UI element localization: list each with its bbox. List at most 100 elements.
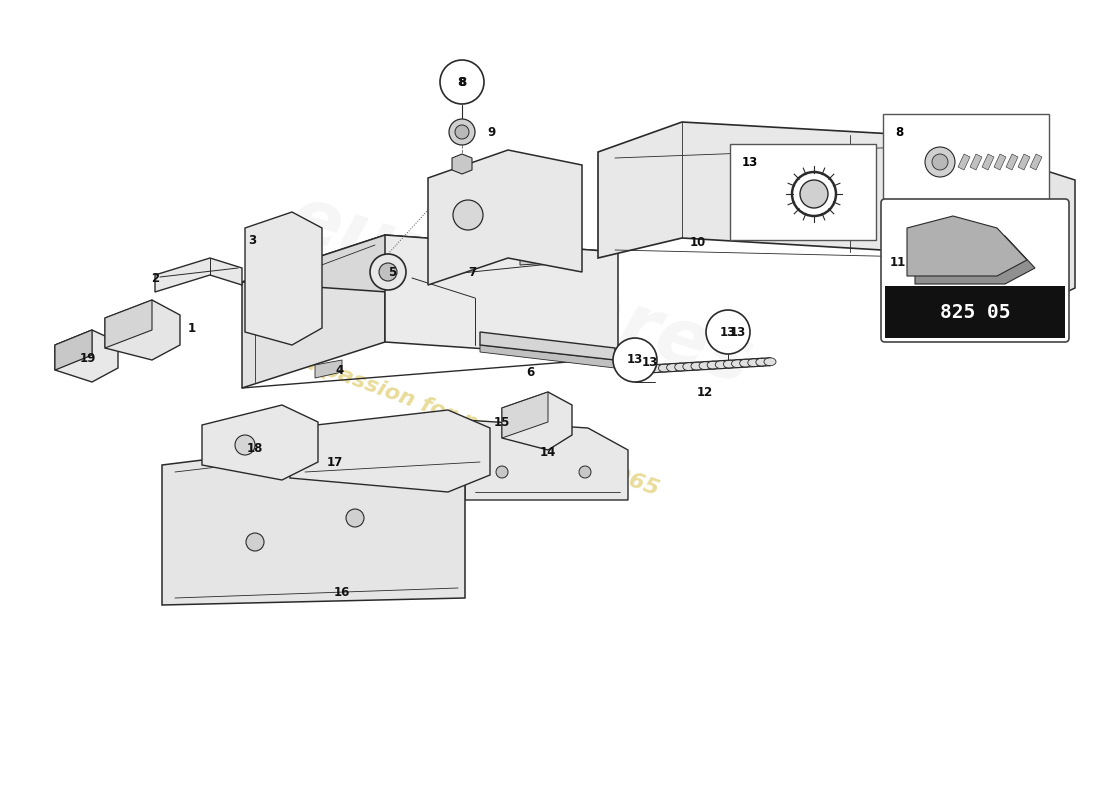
Polygon shape: [385, 235, 618, 358]
Polygon shape: [1030, 154, 1042, 170]
Ellipse shape: [642, 365, 654, 373]
Text: eurospares: eurospares: [279, 180, 761, 400]
Polygon shape: [965, 138, 1012, 265]
Circle shape: [706, 310, 750, 354]
Ellipse shape: [683, 362, 695, 370]
Polygon shape: [958, 154, 970, 170]
Polygon shape: [202, 405, 318, 480]
Polygon shape: [982, 154, 994, 170]
Ellipse shape: [748, 358, 760, 366]
Polygon shape: [162, 435, 465, 605]
Ellipse shape: [626, 366, 638, 374]
Text: 19: 19: [80, 351, 96, 365]
Text: 12: 12: [697, 386, 713, 398]
Polygon shape: [968, 165, 1075, 310]
Circle shape: [453, 200, 483, 230]
Text: 1: 1: [188, 322, 196, 334]
Text: 13: 13: [719, 326, 736, 338]
Ellipse shape: [674, 363, 686, 371]
Ellipse shape: [715, 361, 727, 369]
Text: 16: 16: [333, 586, 350, 598]
Polygon shape: [970, 154, 982, 170]
Text: a passion for parts since 1965: a passion for parts since 1965: [299, 351, 661, 499]
Ellipse shape: [739, 359, 751, 367]
Polygon shape: [465, 420, 628, 500]
Polygon shape: [480, 332, 615, 360]
Polygon shape: [55, 330, 92, 370]
FancyBboxPatch shape: [730, 144, 876, 240]
Polygon shape: [315, 360, 342, 378]
FancyBboxPatch shape: [883, 114, 1049, 210]
Text: 6: 6: [526, 366, 535, 378]
Polygon shape: [245, 212, 322, 345]
Polygon shape: [502, 392, 548, 438]
Text: 4: 4: [336, 363, 344, 377]
Polygon shape: [502, 392, 572, 450]
Ellipse shape: [634, 366, 646, 374]
Ellipse shape: [724, 360, 736, 368]
Text: 7: 7: [468, 266, 476, 278]
Circle shape: [370, 254, 406, 290]
Ellipse shape: [756, 358, 768, 366]
Circle shape: [579, 466, 591, 478]
Text: 13: 13: [642, 355, 658, 369]
Text: 15: 15: [494, 415, 510, 429]
Polygon shape: [908, 216, 1027, 276]
Circle shape: [346, 509, 364, 527]
Circle shape: [613, 338, 657, 382]
Polygon shape: [104, 300, 152, 348]
Ellipse shape: [700, 362, 711, 370]
Ellipse shape: [707, 361, 719, 369]
Text: 11: 11: [890, 255, 906, 269]
Polygon shape: [452, 154, 472, 174]
Ellipse shape: [764, 358, 776, 366]
Polygon shape: [480, 345, 615, 368]
Text: 18: 18: [246, 442, 263, 454]
Polygon shape: [428, 150, 582, 285]
Polygon shape: [290, 410, 490, 492]
Text: 13: 13: [742, 156, 758, 169]
Circle shape: [925, 147, 955, 177]
Polygon shape: [55, 330, 92, 370]
Polygon shape: [55, 330, 118, 382]
Circle shape: [235, 435, 255, 455]
Circle shape: [496, 466, 508, 478]
FancyBboxPatch shape: [881, 199, 1069, 342]
Text: 10: 10: [690, 235, 706, 249]
Text: 8: 8: [895, 126, 903, 139]
Text: 8: 8: [458, 75, 466, 89]
Polygon shape: [1012, 182, 1045, 225]
Polygon shape: [1006, 154, 1018, 170]
Polygon shape: [242, 235, 618, 298]
Text: 2: 2: [151, 271, 160, 285]
Ellipse shape: [691, 362, 703, 370]
Polygon shape: [915, 224, 1035, 284]
Circle shape: [804, 182, 820, 198]
Circle shape: [246, 533, 264, 551]
Text: 8: 8: [458, 75, 466, 89]
Circle shape: [932, 154, 948, 170]
Polygon shape: [994, 154, 1006, 170]
FancyBboxPatch shape: [886, 286, 1065, 338]
Polygon shape: [520, 248, 565, 265]
Ellipse shape: [650, 365, 662, 373]
Polygon shape: [1018, 154, 1030, 170]
Polygon shape: [598, 122, 1045, 272]
Circle shape: [379, 263, 397, 281]
Text: 9: 9: [488, 126, 496, 138]
Text: 825 05: 825 05: [939, 302, 1010, 322]
Circle shape: [800, 180, 828, 208]
Circle shape: [440, 60, 484, 104]
Circle shape: [455, 125, 469, 139]
Polygon shape: [242, 235, 385, 388]
Text: 3: 3: [248, 234, 256, 246]
Text: 5: 5: [388, 266, 396, 278]
Text: 13: 13: [730, 326, 746, 338]
Ellipse shape: [667, 363, 679, 371]
Polygon shape: [104, 300, 180, 360]
Circle shape: [732, 187, 748, 203]
Ellipse shape: [732, 360, 744, 368]
Ellipse shape: [659, 364, 671, 372]
Text: 14: 14: [540, 446, 557, 458]
Circle shape: [449, 119, 475, 145]
